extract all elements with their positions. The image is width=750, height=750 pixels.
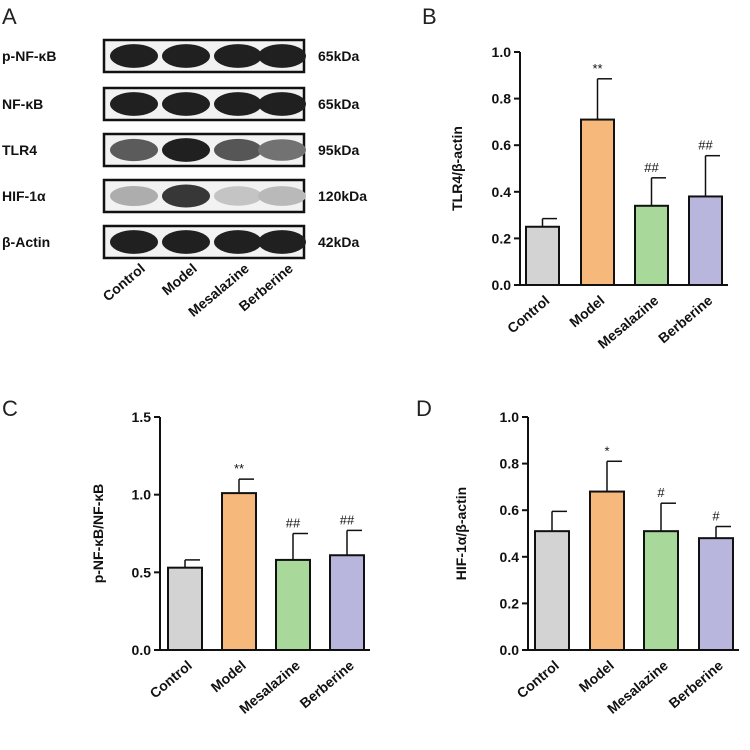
y-tick-label: 0.4: [492, 184, 512, 200]
y-tick-label: 0.8: [500, 456, 520, 472]
bar-control: [525, 225, 560, 286]
blot-band: [258, 186, 306, 206]
blot-band: [214, 186, 262, 206]
category-label: Berberine: [666, 657, 727, 711]
blot-band: [110, 185, 158, 207]
y-tick-label: 1.0: [132, 487, 152, 503]
blot-protein-label: TLR4: [2, 142, 37, 158]
significance-mark: ##: [340, 512, 355, 527]
significance-mark: #: [657, 485, 665, 500]
bar-berberine: [329, 554, 365, 651]
blot-size-label: 65kDa: [318, 48, 359, 64]
significance-mark: ##: [644, 160, 659, 175]
significance-mark: **: [234, 461, 244, 476]
blot-size-label: 42kDa: [318, 234, 359, 250]
panel-label-c: C: [2, 396, 18, 421]
chart-panel-d: 0.0 0.2 0.4 0.6 0.8 1.0 HIF-1α/β-actin Control *…: [453, 409, 739, 717]
blot-protein-label: β-Actin: [2, 234, 50, 250]
blot-band: [162, 92, 210, 116]
blot-protein-label: p-NF-κB: [2, 48, 56, 64]
y-tick-label: 0.0: [492, 277, 512, 293]
y-tick-label: 0.5: [132, 564, 152, 580]
significance-mark: ##: [286, 516, 301, 531]
blot-band: [110, 138, 158, 162]
y-tick-label: 0.0: [132, 642, 152, 658]
blot-band: [162, 138, 210, 162]
bar-mesalazine: [634, 204, 669, 286]
blot-band: [110, 44, 158, 68]
blot-lane-label: Control: [100, 260, 148, 304]
panel-label-b: B: [422, 4, 437, 29]
significance-mark: *: [604, 443, 609, 458]
significance-mark: #: [712, 509, 720, 524]
y-tick-label: 1.5: [132, 409, 152, 425]
y-tick-label: 0.2: [500, 595, 520, 611]
panel-label-a: A: [2, 4, 17, 29]
y-tick-label: 0.2: [492, 230, 512, 246]
category-label: Berberine: [297, 657, 358, 711]
blot-band: [162, 44, 210, 68]
bar-model: [580, 118, 615, 286]
blot-band: [258, 44, 306, 68]
blot-protein-label: NF-κB: [2, 96, 43, 112]
bar-mesalazine: [643, 530, 679, 651]
y-axis-title: HIF-1α/β-actin: [453, 487, 469, 580]
bar-control: [167, 566, 203, 652]
significance-mark: **: [592, 61, 602, 76]
blot-band: [214, 44, 262, 68]
y-tick-label: 0.0: [500, 642, 520, 658]
category-label: Model: [576, 657, 617, 695]
chart-panel-c: 0.0 0.5 1.0 1.5 p-NF-κB/NF-κB Control ** Model #…: [90, 409, 370, 717]
blot-lane-label: Model: [159, 260, 200, 298]
y-tick-label: 0.4: [500, 549, 520, 565]
blot-size-label: 120kDa: [318, 188, 367, 204]
category-label: Berberine: [655, 292, 716, 346]
category-label: Model: [208, 657, 249, 695]
blot-protein-label: HIF-1α: [2, 188, 46, 204]
blot-band: [214, 230, 262, 254]
blot-band: [110, 230, 158, 254]
blot-band: [214, 138, 262, 162]
bar-control: [534, 530, 570, 651]
blot-band: [162, 230, 210, 254]
y-tick-label: 0.6: [500, 502, 520, 518]
category-label: Control: [504, 292, 552, 336]
bar-berberine: [688, 195, 723, 287]
blot-size-label: 65kDa: [318, 96, 359, 112]
bar-model: [221, 492, 257, 652]
western-blot: p-NF-κB 65kDa NF-κB 65kDa TLR4 95kDa HIF-1α 120…: [2, 38, 367, 320]
blot-size-label: 95kDa: [318, 142, 359, 158]
y-tick-label: 1.0: [500, 409, 520, 425]
y-axis-title: TLR4/β-actin: [449, 126, 465, 211]
y-tick-label: 0.6: [492, 137, 512, 153]
bar-model: [589, 490, 625, 651]
blot-band: [258, 139, 306, 161]
blot-band: [110, 92, 158, 116]
y-tick-label: 0.8: [492, 91, 512, 107]
blot-band: [214, 92, 262, 116]
y-tick-label: 1.0: [492, 44, 512, 60]
blot-band: [258, 92, 306, 116]
category-label: Control: [514, 657, 562, 701]
bar-mesalazine: [275, 558, 311, 652]
significance-mark: ##: [698, 138, 713, 153]
chart-panel-b: 0.0 0.2 0.4 0.6 0.8 1.0 TLR4/β-actin Control ** M…: [449, 44, 728, 352]
bar-berberine: [698, 537, 734, 651]
category-label: Model: [566, 292, 607, 330]
category-label: Control: [147, 657, 195, 701]
blot-band: [162, 184, 210, 208]
y-axis-title: p-NF-κB/NF-κB: [90, 484, 106, 584]
blot-band: [258, 230, 306, 254]
panel-label-d: D: [416, 396, 432, 421]
